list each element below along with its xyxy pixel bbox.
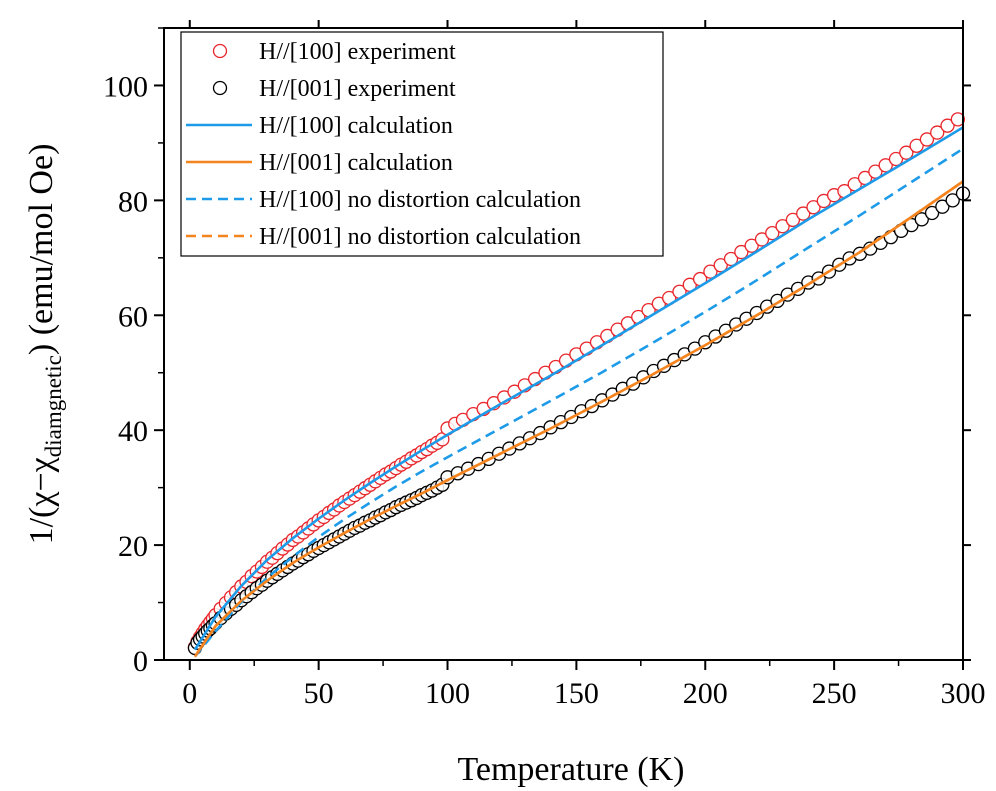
x-tick-label-200: 200 (683, 677, 728, 710)
legend-label-h-001-experiment: H//[001] experiment (259, 76, 456, 102)
point-h-100-experiment-102 (940, 118, 955, 133)
point-h-100-experiment-89 (806, 200, 821, 215)
point-h-100-experiment-84 (754, 232, 770, 247)
y-axis-title: 1/(χ−χdiamgnetic) (emu/mol Oe) (23, 144, 66, 545)
y-tick-label-100: 100 (103, 70, 148, 103)
legend-marker-h-001-experiment (212, 80, 228, 96)
point-h-100-experiment-99 (909, 138, 924, 153)
x-axis-title: Temperature (K) (458, 751, 685, 788)
axes-layer: 0 50 100 150 200 250 300 0 20 40 60 80 100 (103, 20, 986, 710)
series-layer (187, 112, 971, 658)
legend-label-h-100-experiment: H//[100] experiment (259, 39, 456, 65)
x-tick-label-50: 50 (304, 677, 334, 710)
line-h-100-no-distortion-calculation (193, 147, 964, 658)
legend-label-h-001-calculation: H//[001] calculation (259, 150, 453, 176)
y-tick-label-40: 40 (118, 415, 148, 448)
y-tick-label-20: 20 (118, 530, 148, 563)
plot-frame (163, 27, 964, 661)
point-h-100-experiment-80 (713, 258, 728, 273)
point-h-100-experiment-87 (785, 212, 801, 228)
legend-box (180, 31, 664, 257)
point-h-100-experiment-79 (703, 264, 718, 279)
legend-label-h-001-no-distortion-calculation: H//[001] no distortion calculation (259, 224, 581, 250)
legend-label-h-100-no-distortion-calculation: H//[100] no distortion calculation (259, 187, 581, 213)
point-h-100-experiment-97 (888, 151, 904, 167)
point-h-100-experiment-98 (899, 145, 914, 160)
y-axis-title-subscript: diamgnetic (41, 355, 66, 457)
point-h-100-experiment-96 (878, 158, 893, 173)
y-tick-label-60: 60 (118, 300, 148, 333)
point-h-100-experiment-88 (796, 206, 811, 221)
x-tick-label-100: 100 (425, 677, 470, 710)
point-h-100-experiment-95 (868, 164, 883, 179)
point-h-100-experiment-81 (723, 251, 739, 267)
point-h-100-experiment-82 (734, 244, 749, 260)
y-tick-label-80: 80 (118, 185, 148, 218)
legend-marker-h-100-experiment (212, 43, 228, 59)
point-h-001-experiment-100 (924, 205, 940, 221)
legend-items: H//[100] experiment H//[001] experiment H/… (186, 39, 581, 250)
point-h-001-experiment-102 (945, 193, 960, 208)
point-h-100-experiment-101 (930, 125, 945, 140)
x-tick-label-150: 150 (554, 677, 599, 710)
line-h-100-calculation (193, 126, 964, 651)
y-axis-title-suffix: ) (emu/mol Oe) (23, 144, 60, 356)
point-h-100-experiment-100 (919, 132, 935, 147)
x-tick-label-0: 0 (182, 677, 197, 710)
line-h-001-no-distortion-calculation (193, 180, 964, 658)
y-axis-title-prefix: 1/(χ−χ (23, 457, 60, 544)
point-h-001-experiment-99 (914, 212, 929, 227)
legend-label-h-100-calculation: H//[100] calculation (259, 113, 453, 139)
point-h-001-experiment-101 (935, 199, 950, 214)
point-h-100-experiment-85 (765, 225, 780, 241)
x-tick-label-250: 250 (812, 677, 857, 710)
point-h-100-experiment-86 (775, 219, 790, 234)
y-tick-label-0: 0 (133, 645, 148, 678)
legend: H//[100] experiment H//[001] experiment H/… (180, 31, 664, 257)
x-tick-label-300: 300 (941, 677, 986, 710)
point-h-100-experiment-103 (950, 112, 965, 127)
point-h-100-experiment-83 (744, 238, 759, 253)
